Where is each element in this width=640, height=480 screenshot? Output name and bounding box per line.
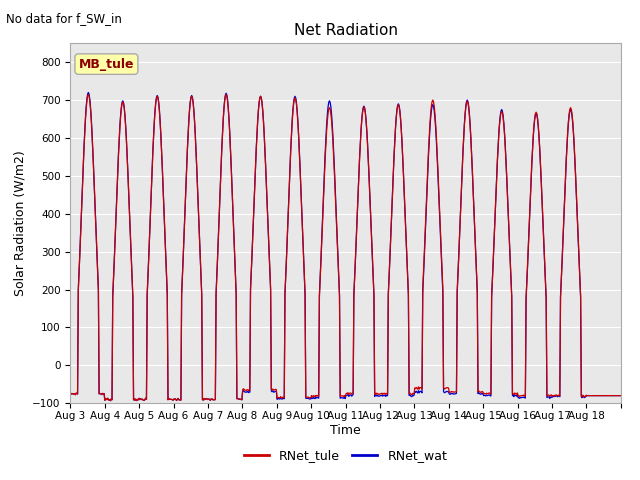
RNet_wat [617,393,625,398]
RNet_tule [84,92,92,97]
RNet_tule [435,181,442,187]
Line: RNet_tule: RNet_tule [70,95,621,401]
Text: MB_tule: MB_tule [79,58,134,71]
Legend: RNet_tule, RNet_wat: RNet_tule, RNet_wat [239,444,452,467]
Line: RNet_wat: RNet_wat [70,93,621,401]
RNet_wat [282,275,289,281]
RNet_wat [261,146,269,152]
RNet_wat [234,396,241,401]
RNet_tule [404,275,412,281]
RNet_tule [282,275,289,281]
RNet_wat [84,90,92,96]
Title: Net Radiation: Net Radiation [294,23,397,38]
RNet_tule [617,393,625,398]
RNet_tule [107,398,115,404]
RNet_tule [67,390,74,396]
RNet_tule [132,398,140,404]
RNet_tule [261,145,269,151]
RNet_wat [404,276,412,282]
Y-axis label: Solar Radiation (W/m2): Solar Radiation (W/m2) [13,150,27,296]
X-axis label: Time: Time [330,424,361,437]
RNet_wat [107,398,115,404]
RNet_wat [67,390,74,396]
RNet_wat [132,398,140,404]
RNet_tule [234,396,241,401]
RNet_wat [435,186,442,192]
Text: No data for f_SW_in: No data for f_SW_in [6,12,122,25]
